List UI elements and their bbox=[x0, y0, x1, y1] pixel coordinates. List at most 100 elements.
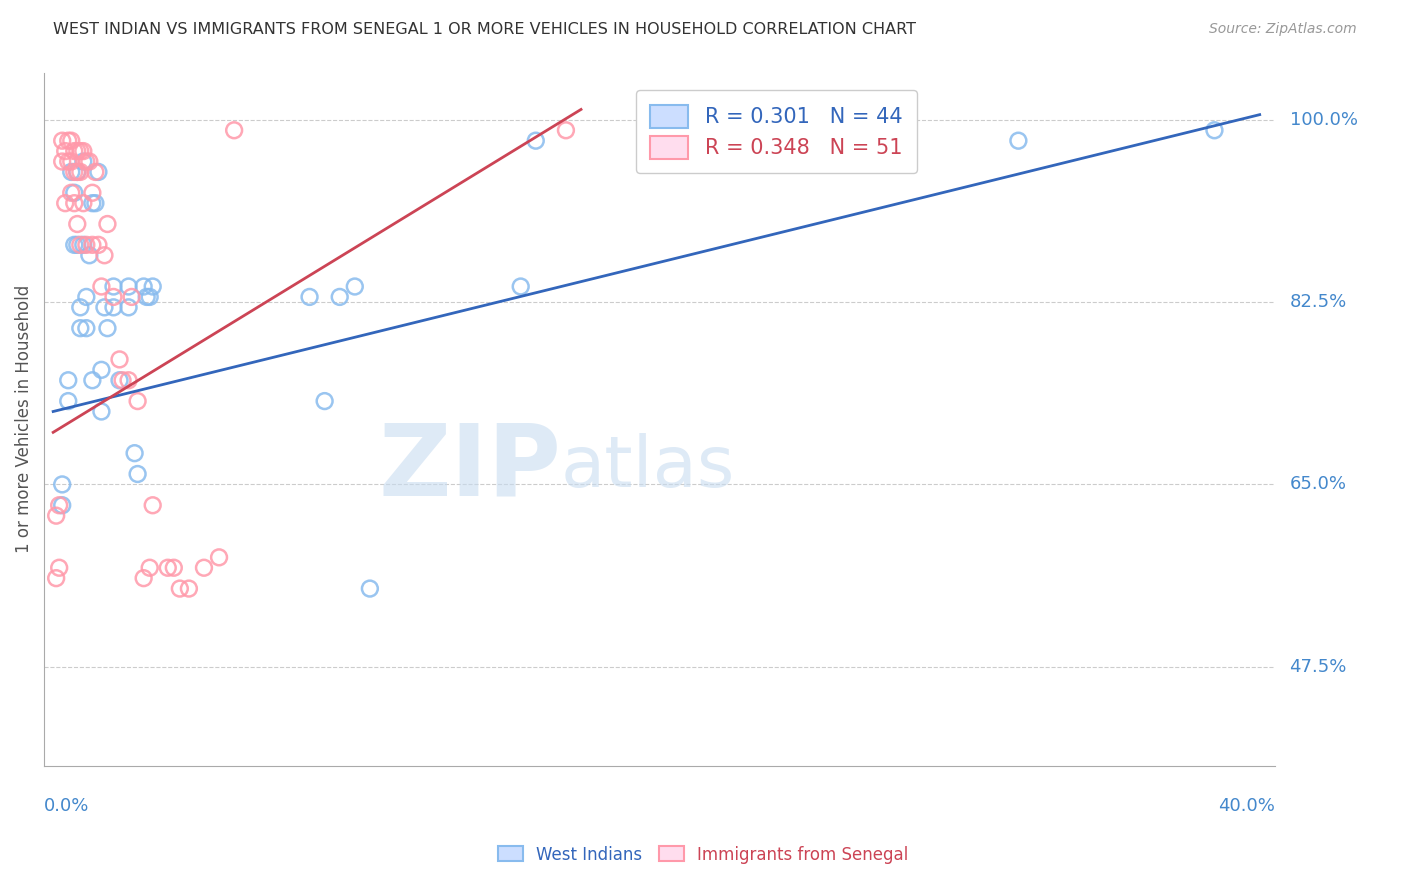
Point bbox=[117, 373, 139, 387]
Point bbox=[117, 301, 139, 315]
Point bbox=[72, 237, 94, 252]
Point bbox=[1007, 134, 1029, 148]
Point bbox=[51, 477, 73, 491]
Point bbox=[193, 560, 215, 574]
Point bbox=[72, 144, 94, 158]
Text: 47.5%: 47.5% bbox=[1289, 657, 1347, 676]
Point bbox=[87, 237, 110, 252]
Point bbox=[51, 134, 73, 148]
Point bbox=[132, 571, 155, 585]
Point bbox=[208, 550, 231, 565]
Point bbox=[51, 154, 73, 169]
Point bbox=[103, 290, 125, 304]
Text: 100.0%: 100.0% bbox=[1289, 111, 1358, 128]
Point bbox=[163, 560, 186, 574]
Point bbox=[555, 123, 578, 137]
Point bbox=[58, 134, 80, 148]
Point bbox=[53, 196, 76, 211]
Text: atlas: atlas bbox=[561, 434, 735, 502]
Point bbox=[45, 571, 67, 585]
Point bbox=[103, 279, 125, 293]
Point bbox=[75, 237, 97, 252]
Point bbox=[60, 154, 83, 169]
Point bbox=[224, 123, 246, 137]
Text: 40.0%: 40.0% bbox=[1218, 797, 1275, 814]
Point bbox=[72, 196, 94, 211]
Point bbox=[82, 237, 104, 252]
Legend: West Indians, Immigrants from Senegal: West Indians, Immigrants from Senegal bbox=[491, 839, 915, 871]
Point bbox=[127, 394, 149, 409]
Point bbox=[96, 217, 118, 231]
Point bbox=[53, 144, 76, 158]
Point bbox=[82, 196, 104, 211]
Point bbox=[90, 279, 112, 293]
Point bbox=[69, 301, 91, 315]
Point bbox=[93, 301, 115, 315]
Point bbox=[66, 144, 89, 158]
Point bbox=[79, 154, 101, 169]
Point bbox=[509, 279, 531, 293]
Point bbox=[66, 217, 89, 231]
Point bbox=[48, 498, 70, 512]
Point bbox=[63, 196, 86, 211]
Point bbox=[58, 394, 80, 409]
Text: 65.0%: 65.0% bbox=[1289, 475, 1347, 493]
Point bbox=[60, 165, 83, 179]
Point bbox=[103, 301, 125, 315]
Point bbox=[90, 363, 112, 377]
Point bbox=[45, 508, 67, 523]
Text: ZIP: ZIP bbox=[378, 419, 561, 516]
Point bbox=[127, 467, 149, 481]
Point bbox=[60, 186, 83, 200]
Point bbox=[117, 279, 139, 293]
Point bbox=[63, 165, 86, 179]
Point bbox=[124, 446, 146, 460]
Point bbox=[63, 237, 86, 252]
Point bbox=[524, 134, 547, 148]
Point bbox=[66, 165, 89, 179]
Point bbox=[314, 394, 336, 409]
Point bbox=[84, 196, 107, 211]
Point bbox=[48, 560, 70, 574]
Point bbox=[329, 290, 352, 304]
Point bbox=[82, 373, 104, 387]
Point bbox=[1204, 123, 1226, 137]
Point bbox=[58, 373, 80, 387]
Point bbox=[63, 144, 86, 158]
Point bbox=[156, 560, 179, 574]
Point bbox=[66, 237, 89, 252]
Point bbox=[60, 134, 83, 148]
Point bbox=[90, 404, 112, 418]
Point bbox=[87, 165, 110, 179]
Point bbox=[69, 165, 91, 179]
Point bbox=[82, 186, 104, 200]
Point bbox=[135, 290, 157, 304]
Point bbox=[343, 279, 366, 293]
Point bbox=[63, 186, 86, 200]
Point bbox=[75, 154, 97, 169]
Point bbox=[51, 498, 73, 512]
Point bbox=[75, 290, 97, 304]
Point bbox=[108, 373, 131, 387]
Point bbox=[169, 582, 191, 596]
Point bbox=[75, 321, 97, 335]
Text: 82.5%: 82.5% bbox=[1289, 293, 1347, 311]
Point bbox=[84, 165, 107, 179]
Point bbox=[66, 165, 89, 179]
Point bbox=[298, 290, 321, 304]
Point bbox=[132, 279, 155, 293]
Point bbox=[72, 154, 94, 169]
Text: Source: ZipAtlas.com: Source: ZipAtlas.com bbox=[1209, 22, 1357, 37]
Point bbox=[359, 582, 381, 596]
Point bbox=[93, 248, 115, 262]
Point bbox=[69, 237, 91, 252]
Point bbox=[69, 144, 91, 158]
Point bbox=[69, 321, 91, 335]
Text: 0.0%: 0.0% bbox=[44, 797, 90, 814]
Point bbox=[138, 560, 160, 574]
Legend: R = 0.301   N = 44, R = 0.348   N = 51: R = 0.301 N = 44, R = 0.348 N = 51 bbox=[636, 90, 917, 173]
Point bbox=[58, 154, 80, 169]
Point bbox=[142, 279, 165, 293]
Point bbox=[121, 290, 143, 304]
Point bbox=[177, 582, 200, 596]
